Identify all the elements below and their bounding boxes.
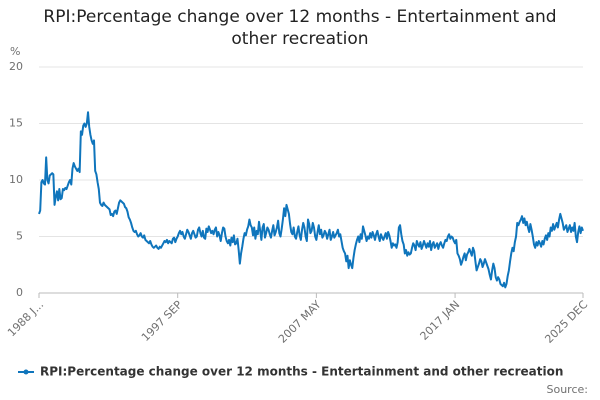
y-unit: %	[10, 45, 20, 58]
legend-label: RPI:Percentage change over 12 months - E…	[40, 365, 563, 379]
y-tick-label: 20	[9, 60, 23, 73]
legend-marker	[23, 369, 29, 375]
x-tick-label: 1997 SEP	[139, 298, 185, 344]
chart-title: RPI:Percentage change over 12 months - E…	[43, 7, 557, 49]
x-tick-label: 2025 DEC	[542, 298, 590, 346]
x-tick-label: 1988 J...	[5, 298, 46, 339]
y-tick-label: 15	[9, 117, 23, 130]
source: Source:	[547, 383, 589, 396]
x-tick-label: 2017 JAN	[418, 298, 463, 343]
y-tick-label: 0	[16, 286, 23, 299]
y-tick-label: 5	[16, 230, 23, 243]
y-tick-label: 10	[9, 173, 23, 186]
series-line	[38, 111, 584, 289]
x-tick-label: 2007 MAY	[276, 298, 324, 346]
